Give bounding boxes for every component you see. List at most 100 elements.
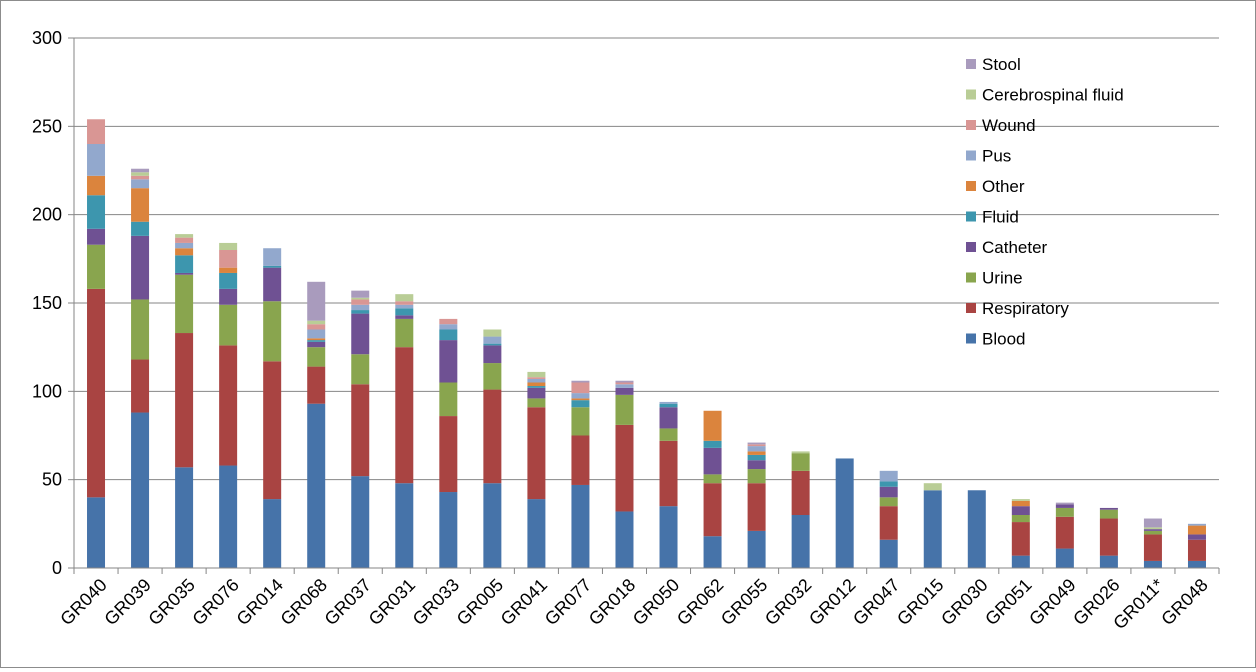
bar-segment-urine-gr026: [1099, 509, 1118, 519]
bar-segment-fluid-gr041: [527, 386, 546, 388]
legend-swatch: [966, 211, 976, 222]
bar-segment-catheter-gr037: [351, 313, 370, 355]
bar-segment-urine-gr068: [307, 347, 326, 367]
axes: [73, 38, 1220, 574]
x-tick-label: GR005: [453, 575, 507, 629]
legend-label: Fluid: [982, 208, 1019, 227]
bar-segment-wound-gr031: [395, 301, 414, 305]
bar-segment-other-gr076: [219, 267, 238, 273]
bar-segment-wound-gr040: [87, 119, 106, 144]
legend-swatch: [966, 150, 976, 161]
bar-segment-blood-gr076: [219, 465, 238, 568]
bar-segment-cerebrospinal-fluid-gr005: [483, 329, 502, 337]
bar-segment-wound-gr068: [307, 324, 326, 330]
legend-swatch: [966, 89, 976, 100]
bar-segment-fluid-gr037: [351, 310, 370, 314]
bar-segment-cerebrospinal-fluid-gr011: [1143, 527, 1162, 530]
x-tick-label: GR031: [365, 575, 419, 629]
bar-segment-blood-gr026: [1099, 555, 1118, 568]
bar-segment-respiratory-gr033: [439, 416, 458, 493]
bar-segment-catheter-gr055: [747, 460, 766, 470]
bar-segment-catheter-gr041: [527, 387, 546, 399]
x-tick-label: GR039: [100, 575, 154, 629]
bar-segment-fluid-gr047: [879, 481, 898, 487]
bar-segment-stool-gr011: [1143, 518, 1162, 528]
bar-segment-other-gr040: [87, 175, 106, 196]
bar-segment-stool-gr077: [571, 380, 590, 383]
bar-segment-other-gr048: [1187, 525, 1206, 535]
bar-segment-stool-gr049: [1055, 502, 1074, 505]
x-tick-label: GR050: [629, 575, 683, 629]
bar-segment-catheter-gr051: [1011, 506, 1030, 515]
bar-segment-cerebrospinal-fluid-gr031: [395, 294, 414, 302]
bar-segment-pus-gr040: [87, 144, 106, 176]
y-tick-label: 300: [32, 28, 62, 48]
bar-segment-urine-gr055: [747, 469, 766, 484]
bar-segment-respiratory-gr077: [571, 435, 590, 485]
bar-segment-blood-gr051: [1011, 555, 1030, 568]
bar-segment-blood-gr018: [615, 511, 634, 568]
bar-segment-pus-gr031: [395, 304, 414, 309]
bar-segment-other-gr077: [571, 398, 590, 401]
bar-segment-pus-gr048: [1187, 523, 1206, 526]
x-tick-label: GR041: [497, 575, 551, 629]
bar-segment-blood-gr048: [1187, 560, 1206, 568]
bar-segment-catheter-gr033: [439, 340, 458, 383]
x-tick-label: GR018: [585, 575, 639, 629]
bar-segment-cerebrospinal-fluid-gr032: [791, 451, 810, 454]
bar-segment-blood-gr040: [87, 497, 106, 568]
bar-segment-respiratory-gr047: [879, 506, 898, 540]
y-tick-label: 50: [42, 470, 62, 490]
bar-segment-urine-gr035: [175, 274, 194, 334]
bar-segment-other-gr062: [703, 410, 722, 441]
bar-segment-wound-gr035: [175, 237, 194, 243]
x-tick-label: GR077: [541, 575, 595, 629]
bar-segment-catheter-gr076: [219, 288, 238, 305]
bar-segment-pus-gr047: [879, 470, 898, 482]
bar-segment-wound-gr018: [615, 382, 634, 385]
x-tick-label: GR037: [321, 575, 375, 629]
bar-segment-urine-gr037: [351, 354, 370, 385]
bar-segment-urine-gr047: [879, 497, 898, 507]
bar-segment-wound-gr037: [351, 299, 370, 305]
bar-segment-cerebrospinal-fluid-gr041: [527, 371, 546, 378]
bar-segment-pus-gr055: [747, 446, 766, 452]
y-tick-label: 100: [32, 381, 62, 401]
bar-segment-respiratory-gr051: [1011, 522, 1030, 556]
bar-segment-fluid-gr035: [175, 255, 194, 273]
bar-segment-pus-gr014: [263, 248, 282, 266]
legend-swatch: [966, 59, 976, 69]
bar-segment-fluid-gr031: [395, 308, 414, 316]
bar-segment-respiratory-gr048: [1187, 539, 1206, 561]
bar-segment-blood-gr015: [923, 490, 942, 568]
bar-segment-pus-gr077: [571, 393, 590, 399]
bar-segment-pus-gr033: [439, 324, 458, 330]
x-tick-label: GR015: [893, 575, 947, 629]
bar-segment-blood-gr037: [351, 476, 370, 568]
legend-label: Cerebrospinal fluid: [982, 86, 1124, 105]
bar-segment-blood-gr014: [263, 499, 282, 568]
bar-segment-pus-gr005: [483, 336, 502, 344]
bar-segment-blood-gr033: [439, 492, 458, 568]
legend-label: Blood: [982, 330, 1025, 349]
bar-segment-fluid-gr050: [659, 403, 678, 408]
bar-segment-urine-gr032: [791, 453, 810, 471]
bar-segment-urine-gr018: [615, 394, 634, 425]
bar-segment-respiratory-gr005: [483, 389, 502, 484]
bar-segment-respiratory-gr014: [263, 361, 282, 500]
bar-segment-respiratory-gr037: [351, 384, 370, 477]
legend: Stool Cerebrospinal fluid Wound Pus Other Flu…: [966, 55, 1124, 349]
bar-segment-blood-gr039: [131, 412, 150, 568]
bar-segment-pus-gr018: [615, 384, 634, 388]
y-tick-label: 0: [52, 558, 62, 578]
x-tick-label: GR047: [849, 575, 903, 629]
bar-segment-fluid-gr062: [703, 440, 722, 448]
bar-segment-urine-gr033: [439, 382, 458, 417]
bar-segment-catheter-gr040: [87, 228, 106, 245]
bar-segment-cerebrospinal-fluid-gr035: [175, 234, 194, 238]
bar-segment-blood-gr055: [747, 530, 766, 568]
bar-segment-urine-gr039: [131, 299, 150, 360]
bar-segment-cerebrospinal-fluid-gr037: [351, 297, 370, 300]
legend-swatch: [966, 120, 976, 130]
